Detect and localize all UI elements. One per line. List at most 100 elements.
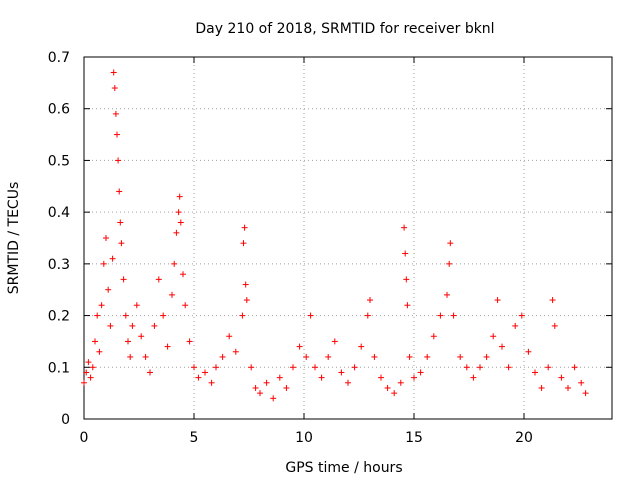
data-point xyxy=(195,374,202,381)
y-tick-label: 0.3 xyxy=(48,257,70,273)
data-point xyxy=(331,338,338,345)
data-point xyxy=(318,374,325,381)
data-point xyxy=(182,302,189,309)
data-point xyxy=(558,374,565,381)
data-point xyxy=(186,338,193,345)
data-point xyxy=(463,364,470,371)
x-tick-label: 5 xyxy=(190,430,199,446)
data-point xyxy=(241,224,248,231)
y-tick-label: 0.6 xyxy=(48,102,70,118)
data-point xyxy=(424,353,431,360)
y-tick-label: 0 xyxy=(61,412,70,428)
data-point xyxy=(177,219,184,226)
data-point xyxy=(122,312,129,319)
data-point xyxy=(127,353,134,360)
data-point xyxy=(226,333,233,340)
data-point xyxy=(114,131,120,138)
data-point xyxy=(171,260,178,267)
data-point xyxy=(283,384,290,391)
data-point xyxy=(430,333,437,340)
data-point xyxy=(173,229,180,236)
data-point xyxy=(276,374,283,381)
data-point xyxy=(110,69,117,76)
y-tick-label: 0.1 xyxy=(48,360,70,376)
data-point xyxy=(411,374,417,381)
data-point xyxy=(406,353,413,360)
data-point xyxy=(98,302,105,309)
x-tick-label: 0 xyxy=(80,430,89,446)
data-point xyxy=(169,291,175,298)
data-point xyxy=(371,353,378,360)
data-point xyxy=(164,343,171,350)
data-point xyxy=(417,369,424,376)
axis-ticks: 0 0.1 0.2 0.3 0.4 0.5 0.6 0.7 0 5 10 15 20 xyxy=(48,50,612,446)
data-point xyxy=(85,359,92,366)
data-point xyxy=(115,157,122,164)
data-point xyxy=(239,312,246,319)
data-point xyxy=(312,364,318,371)
data-point xyxy=(94,312,101,319)
data-point xyxy=(384,384,391,391)
data-point xyxy=(219,353,226,360)
y-tick-label: 0.7 xyxy=(48,50,70,66)
data-point xyxy=(133,302,140,309)
chart-title: Day 210 of 2018, SRMTID for receiver bkn… xyxy=(195,21,494,37)
data-point xyxy=(512,322,519,329)
data-point xyxy=(118,240,125,247)
data-point xyxy=(450,312,457,319)
data-point xyxy=(565,384,571,391)
x-axis-label: GPS time / hours xyxy=(285,460,402,476)
data-point xyxy=(345,379,351,386)
plot-frame xyxy=(83,56,613,420)
data-point xyxy=(191,364,197,371)
data-point xyxy=(96,348,103,355)
data-point xyxy=(89,364,96,371)
data-point xyxy=(125,338,131,345)
data-point xyxy=(403,276,410,283)
data-point xyxy=(307,312,314,319)
data-point xyxy=(437,312,444,319)
data-point xyxy=(446,260,453,267)
data-point xyxy=(109,255,116,262)
data-point xyxy=(129,322,136,329)
data-point xyxy=(160,312,167,319)
x-tick-label: 15 xyxy=(405,430,423,446)
data-points xyxy=(81,69,589,402)
data-point xyxy=(208,379,215,386)
data-point xyxy=(351,364,358,371)
data-point xyxy=(111,85,118,92)
data-point xyxy=(147,369,153,376)
data-point xyxy=(582,390,589,397)
data-point xyxy=(499,343,505,350)
data-point xyxy=(470,374,477,381)
data-point xyxy=(444,291,450,298)
data-point xyxy=(490,333,497,340)
data-point xyxy=(242,281,249,288)
data-point xyxy=(477,364,483,371)
data-point xyxy=(252,384,259,391)
x-tick-label: 20 xyxy=(515,430,533,446)
data-point xyxy=(551,322,558,329)
y-tick-label: 0.2 xyxy=(48,309,70,325)
data-point xyxy=(358,343,365,350)
data-point xyxy=(325,353,332,360)
y-tick-label: 0.5 xyxy=(48,153,70,169)
data-point xyxy=(549,297,556,304)
data-point xyxy=(175,209,182,216)
data-point xyxy=(257,390,263,397)
data-point xyxy=(457,353,464,360)
data-point xyxy=(397,379,404,386)
data-point xyxy=(545,364,552,371)
data-point xyxy=(483,353,490,360)
data-point xyxy=(213,364,219,371)
y-axis-label: SRMTID / TECUs xyxy=(6,182,22,295)
data-point xyxy=(290,364,296,371)
data-point xyxy=(404,302,411,309)
data-point xyxy=(494,297,501,304)
y-tick-label: 0.4 xyxy=(48,205,70,221)
data-point xyxy=(112,110,119,117)
data-point xyxy=(138,333,145,340)
data-point xyxy=(180,271,186,278)
data-point xyxy=(176,193,183,200)
data-point xyxy=(402,250,409,257)
